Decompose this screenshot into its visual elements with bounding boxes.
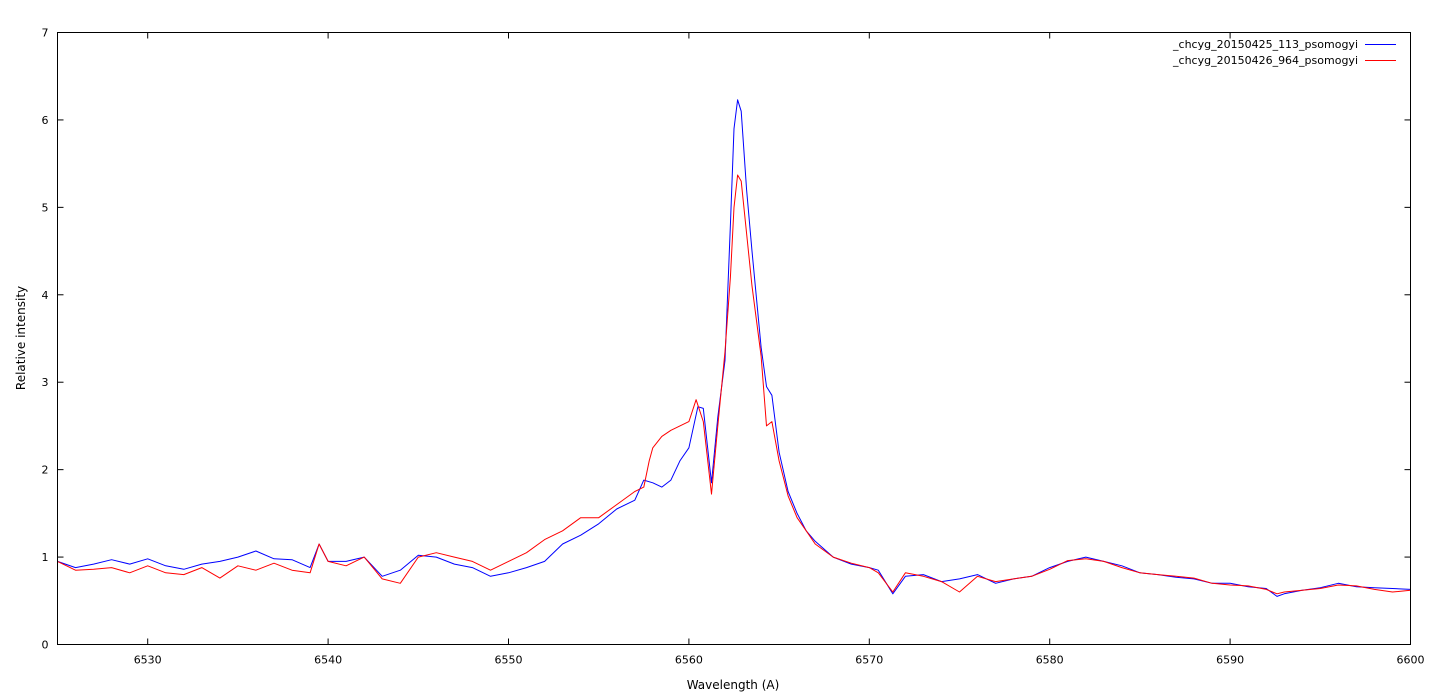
series-line-1 xyxy=(57,99,1411,597)
y-tick-label: 2 xyxy=(42,464,49,477)
series-line-2 xyxy=(57,174,1411,595)
y-tick-label: 1 xyxy=(42,551,49,564)
x-tick-label: 6580 xyxy=(1036,654,1064,667)
series-lines xyxy=(57,99,1411,597)
y-tick-label: 6 xyxy=(42,114,49,127)
legend-label-series-2: _chcyg_20150426_964_psomogyi xyxy=(1172,54,1358,67)
x-tick-label: 6550 xyxy=(495,654,523,667)
y-tick-label: 7 xyxy=(42,27,49,40)
legend-label-series-1: _chcyg_20150425_113_psomogyi xyxy=(1172,38,1358,51)
x-tick-label: 6590 xyxy=(1216,654,1244,667)
x-tick-label: 6570 xyxy=(855,654,883,667)
y-tick-label: 5 xyxy=(42,201,49,214)
y-axis-label: Relative intensity xyxy=(14,286,28,390)
plot-border xyxy=(57,32,1411,645)
axis-ticks: 6530 6540 6550 6560 6570 6580 6590 6600 0 1 2 3 4 5 6 7 xyxy=(42,27,1425,667)
y-tick-label: 4 xyxy=(42,289,49,302)
x-tick-label: 6530 xyxy=(134,654,162,667)
y-tick-label: 0 xyxy=(42,639,49,652)
x-tick-label: 6560 xyxy=(675,654,703,667)
x-tick-label: 6600 xyxy=(1397,654,1425,667)
legend: _chcyg_20150425_113_psomogyi _chcyg_2015… xyxy=(1172,38,1396,67)
y-tick-label: 3 xyxy=(42,376,49,389)
x-tick-label: 6540 xyxy=(314,654,342,667)
x-axis-label: Wavelength (A) xyxy=(687,678,780,692)
